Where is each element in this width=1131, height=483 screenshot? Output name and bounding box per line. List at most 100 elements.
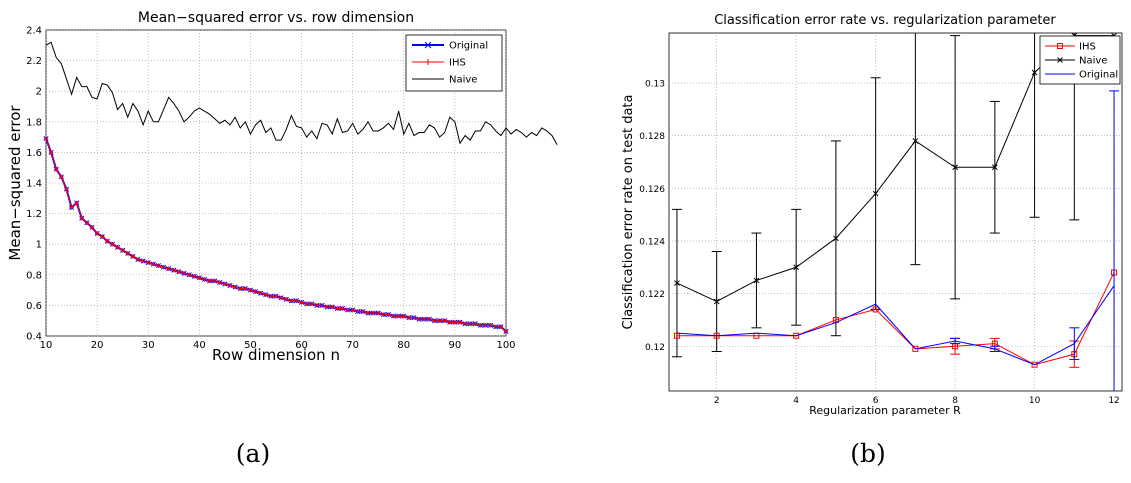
chart-a-xtick-label: 20 [91, 340, 104, 351]
chart-a-point-ihs [110, 242, 115, 247]
chart-a-point-ihs [258, 290, 263, 296]
chart-a-xtick-label: 90 [449, 340, 462, 351]
chart-a-point-ihs [503, 329, 509, 334]
chart-a-point-ihs [238, 286, 243, 291]
chart-b-xtick-label: 8 [952, 396, 958, 406]
chart-a-point-ihs [115, 245, 120, 250]
chart-a-point-ihs [64, 186, 69, 192]
chart-a-ytick-label: 0.8 [26, 270, 42, 281]
chart-b-xlabel: Regularization parameter R [809, 404, 961, 417]
chart-a-point-ihs [416, 316, 422, 322]
chart-a-point-ihs [94, 231, 100, 236]
chart-a-point-ihs [217, 280, 222, 285]
chart-a-point-ihs [120, 248, 125, 253]
chart-a-point-ihs [478, 323, 483, 328]
chart-a-xlabel: Row dimension n [212, 346, 340, 364]
chart-a-point-ihs [422, 316, 427, 322]
chart-a-xtick-label: 80 [397, 340, 410, 351]
chart-a-point-ihs [340, 306, 345, 311]
chart-a-point-ihs [207, 278, 212, 284]
chart-a-point-ihs [294, 298, 299, 304]
chart-a-point-ihs [166, 266, 171, 271]
chart-a-point-ihs [273, 294, 279, 299]
chart-a-point-ihs [202, 277, 207, 282]
chart-a-point-ihs [278, 295, 284, 300]
chart-a-point-ihs [483, 323, 488, 328]
panel-label-a: (a) [236, 439, 270, 468]
chart-b-point-ihs [1031, 361, 1038, 368]
chart-a-point-ihs [197, 275, 202, 281]
chart-a-point-ihs [222, 281, 228, 287]
chart-b-point-naive [753, 277, 760, 284]
chart-a-point-ihs [74, 200, 79, 206]
chart-a-ytick-label: 2.4 [26, 26, 42, 37]
chart-b-point-naive [991, 164, 998, 171]
chart-a-xtick-label: 100 [496, 340, 515, 351]
chart-a-point-ihs [452, 320, 458, 325]
chart-b-point-naive [912, 138, 919, 144]
chart-b-legend-label: Naive [1079, 56, 1107, 67]
chart-a-point-ihs [345, 307, 350, 313]
chart-b-errorbar-naive [910, 33, 921, 266]
chart-a-point-ihs [473, 321, 478, 326]
chart-b-series [671, 32, 1120, 391]
chart-b-errorbar-naive [1029, 33, 1040, 218]
chart-a-point-ihs [319, 303, 325, 308]
chart-a-xtick-label: 70 [346, 340, 359, 351]
chart-b-legend-marker [1057, 43, 1063, 49]
chart-a-point-ihs [350, 307, 355, 313]
chart-b-point-naive [952, 164, 958, 171]
chart-b-series-ihs [676, 272, 1115, 366]
chart-a-point-ihs [248, 287, 253, 293]
chart-a-point-ihs [232, 284, 238, 290]
chart-a-point-ihs [304, 301, 309, 307]
chart-a-point-ihs [181, 271, 187, 276]
chart-a-point-ihs [376, 310, 381, 316]
chart-a-point-ihs [299, 300, 304, 305]
chart-a-point-ihs [468, 321, 473, 326]
chart-b-legend-label: Original [1079, 70, 1118, 81]
chart-b-ytick-label: 0.122 [639, 290, 665, 300]
chart-b-ytick-label: 0.126 [639, 185, 665, 195]
chart-b-xtick-label: 4 [793, 396, 799, 406]
chart-a-ylabel: Mean−squared error [6, 105, 24, 261]
chart-a-point-ihs [498, 324, 504, 330]
chart-b-legend: IHS Naive Original [1039, 35, 1121, 85]
chart-a-point-ihs [100, 234, 105, 239]
chart-a-point-ihs [309, 301, 314, 307]
chart-a-ytick-label: 1.4 [26, 179, 42, 190]
chart-a-legend: Original IHS Naive [405, 34, 503, 92]
chart-b-xtick-label: 6 [873, 396, 879, 406]
chart-b: 2 4 6 8 10 12 0.12 0.122 0.124 0.126 0.128 0.13 Cla… [621, 13, 1123, 417]
chart-b-ytick-label: 0.128 [639, 132, 665, 142]
chart-a-legend-label: IHS [449, 58, 466, 69]
chart-a-point-ihs [130, 254, 136, 259]
chart-a-point-ihs [84, 220, 90, 225]
chart-a-point-ihs [355, 309, 360, 314]
chart-a-ytick-label: 2 [36, 87, 42, 98]
chart-a-point-ihs [176, 269, 182, 274]
chart-a-point-ihs [324, 304, 330, 310]
chart-a-point-ihs [171, 268, 176, 273]
chart-a-point-ihs [186, 272, 192, 277]
chart-a-point-ihs [192, 274, 197, 279]
chart-a-point-ihs [370, 310, 376, 316]
chart-a-ytick-label: 0.4 [26, 332, 42, 343]
chart-a-point-ihs [146, 260, 151, 265]
chart-b-series-original [676, 285, 1115, 366]
chart-a-point-ihs [396, 313, 401, 319]
chart-b-ytick-label: 0.124 [639, 237, 665, 247]
chart-b-point-naive [833, 235, 839, 242]
chart-a-legend-label: Naive [449, 75, 477, 86]
chart-a-point-ihs [268, 294, 274, 299]
chart-b-point-naive [872, 190, 879, 197]
chart-a-point-ihs [125, 251, 130, 256]
chart-b-grid [669, 33, 1122, 391]
chart-a-point-ihs [493, 324, 498, 330]
chart-a-point-ihs [54, 167, 59, 172]
chart-a-point-ihs [381, 312, 386, 317]
chart-a-xtick-label: 60 [295, 340, 308, 351]
chart-b-xtick-label: 10 [1029, 396, 1041, 406]
chart-a-point-ihs [253, 289, 258, 294]
